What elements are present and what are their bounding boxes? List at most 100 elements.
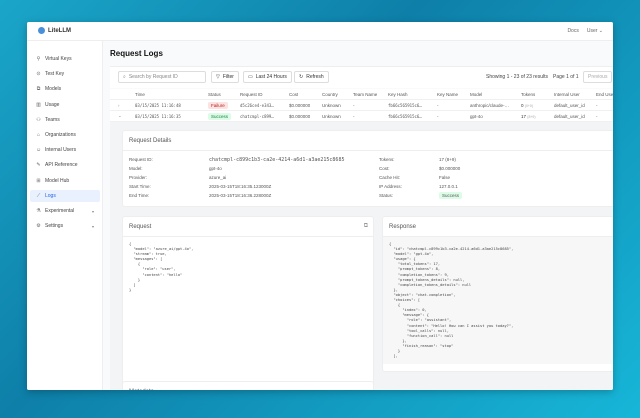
cell-internal-user: default_user_id: [554, 113, 585, 119]
sidebar-item-label: API Reference: [45, 162, 78, 169]
detail-label: Status:: [379, 193, 394, 198]
metadata-card: Metadata: [122, 381, 374, 390]
chevron-down-icon: ⌄: [598, 28, 603, 34]
refresh-icon: ↻: [299, 74, 304, 80]
table-row[interactable]: ⌄ 03/15/2025 11:16:35 AM Success chatcmpl-c…: [110, 111, 613, 122]
cell-time: 03/15/2025 11:16:48 AM: [135, 102, 181, 108]
detail-value: $0.000000: [439, 166, 461, 171]
sidebar-item-label: Virtual Keys: [45, 56, 72, 62]
team-icon: ⚇: [36, 116, 41, 123]
request-details-title: Request Details: [123, 131, 613, 151]
column-header: Key Name: [437, 91, 459, 97]
time-range-button[interactable]: ▭ Last 24 Hours: [243, 71, 292, 83]
column-header: Model: [470, 91, 483, 97]
cell-team: -: [353, 102, 355, 108]
sidebar-item-model-hub[interactable]: ⊞ Model Hub: [30, 175, 100, 187]
sidebar-item-teams[interactable]: ⚇ Teams: [30, 114, 100, 126]
sidebar-item-virtual-keys[interactable]: ⚲ Virtual Keys: [30, 53, 100, 65]
sidebar-item-label: Experimental: [45, 208, 75, 214]
detail-value: azure_ai: [209, 175, 227, 180]
detail-label: End Time:: [129, 193, 150, 198]
table-row[interactable]: › 03/15/2025 11:16:48 AM Failure d5c26ce4-e…: [110, 100, 613, 111]
tokens-total: 0: [521, 102, 524, 108]
sidebar-item-label: Usage: [45, 101, 60, 108]
grid-icon: ⊞: [36, 177, 41, 184]
status-badge: Failure: [208, 101, 228, 109]
cell-cost: $0.000000: [289, 113, 311, 119]
user-icon: ☺: [36, 147, 42, 154]
cell-country: Unknown: [322, 102, 341, 108]
sidebar-item-label: Model Hub: [45, 177, 70, 184]
status-badge: Success: [208, 112, 232, 120]
detail-label: Cost:: [379, 166, 390, 171]
sidebar-item-organizations[interactable]: ⌂ Organizations: [30, 129, 100, 141]
cell-end-user: -: [596, 102, 598, 108]
detail-label: Request ID:: [129, 157, 153, 162]
page-indicator: Page 1 of 1: [553, 74, 579, 80]
sidebar-item-api-reference[interactable]: ✎ API Reference: [30, 159, 100, 171]
filter-icon: ▽: [216, 74, 220, 80]
litellm-logo-icon: [38, 27, 45, 34]
cell-key-hash: fb66c565915c6…: [388, 102, 422, 108]
response-card: Response { "id": "chatcmpl-c899c1b3-ca2e…: [382, 216, 613, 372]
cell-key-name: -: [437, 102, 439, 108]
chevron-right-icon[interactable]: ›: [118, 102, 120, 108]
column-header: Time: [135, 91, 145, 97]
metadata-title: Metadata: [123, 382, 373, 390]
cell-end-user: -: [596, 113, 598, 119]
previous-button[interactable]: Previous: [583, 71, 613, 83]
sidebar: ⚲ Virtual Keys ⊙ Test Key ⧉ Models ▥ Usage ⚇ Team…: [27, 41, 103, 390]
play-icon: ⊙: [36, 71, 41, 78]
results-count: Showing 1 - 23 of 23 results: [486, 74, 548, 80]
sidebar-item-logs[interactable]: ⟋ Logs: [30, 189, 100, 202]
cell-model: anthropic/claude-…: [470, 102, 510, 108]
detail-value: False: [439, 175, 451, 180]
copy-icon[interactable]: ⧉: [363, 223, 368, 229]
sidebar-item-label: Internal Users: [45, 147, 77, 154]
key-icon: ⚲: [36, 56, 41, 62]
search-placeholder: Search by Request ID: [128, 74, 178, 80]
filter-button[interactable]: ▽ Filter: [211, 71, 239, 83]
search-input[interactable]: ⌕ Search by Request ID: [118, 71, 206, 83]
search-icon: ⌕: [123, 74, 126, 80]
column-header: Request ID: [240, 91, 263, 97]
cell-key-name: -: [437, 113, 439, 119]
column-header: Cost: [289, 91, 299, 97]
detail-label: Tokens:: [379, 157, 395, 162]
sidebar-item-label: Teams: [45, 116, 60, 123]
detail-value: 17 (8+9): [439, 157, 456, 162]
cell-request-id: d5c26ce4-e343…: [240, 102, 274, 108]
cell-tokens: 0 (0+0): [521, 103, 533, 108]
request-body: { "model": "azure_ai/gpt-4o", "stream": …: [129, 242, 194, 292]
sidebar-item-test-key[interactable]: ⊙ Test Key: [30, 68, 100, 80]
detail-value: 127.0.0.1: [439, 184, 458, 189]
line-chart-icon: ⟋: [36, 192, 41, 199]
docs-link[interactable]: Docs: [567, 28, 579, 34]
detail-label: IP Address:: [379, 184, 402, 189]
sidebar-item-usage[interactable]: ▥ Usage: [30, 99, 100, 111]
column-header: Key Hash: [388, 91, 408, 97]
cell-country: Unknown: [322, 113, 341, 119]
cell-team: -: [353, 113, 355, 119]
experiment-icon: ⚗: [36, 208, 41, 214]
chevron-down-icon[interactable]: ⌄: [118, 113, 122, 118]
chevron-down-icon: ▾: [91, 208, 94, 214]
user-menu[interactable]: User ⌄: [587, 28, 603, 34]
detail-label: Start Time:: [129, 184, 151, 189]
detail-label: Model:: [129, 166, 143, 171]
logo[interactable]: LiteLLM: [38, 27, 71, 34]
app-window: LiteLLM Docs User ⌄ ⚲ Virtual Keys ⊙ Test Ke…: [27, 22, 613, 390]
sidebar-item-settings[interactable]: ⚙ Settings ▾: [30, 220, 100, 232]
column-header: Status: [208, 91, 221, 97]
app-name: LiteLLM: [48, 27, 71, 34]
refresh-button[interactable]: ↻ Refresh: [294, 71, 329, 83]
response-title: Response: [383, 217, 613, 237]
api-icon: ✎: [36, 162, 41, 169]
sidebar-item-models[interactable]: ⧉ Models: [30, 83, 100, 95]
refresh-label: Refresh: [306, 74, 324, 80]
sidebar-item-internal-users[interactable]: ☺ Internal Users: [30, 144, 100, 156]
bank-icon: ⌂: [36, 132, 41, 138]
sidebar-item-experimental[interactable]: ⚗ Experimental ▾: [30, 205, 100, 217]
expanded-details: Request Details Request ID: chatcmpl-c899…: [110, 122, 613, 390]
sidebar-item-label: Test Key: [45, 71, 65, 78]
